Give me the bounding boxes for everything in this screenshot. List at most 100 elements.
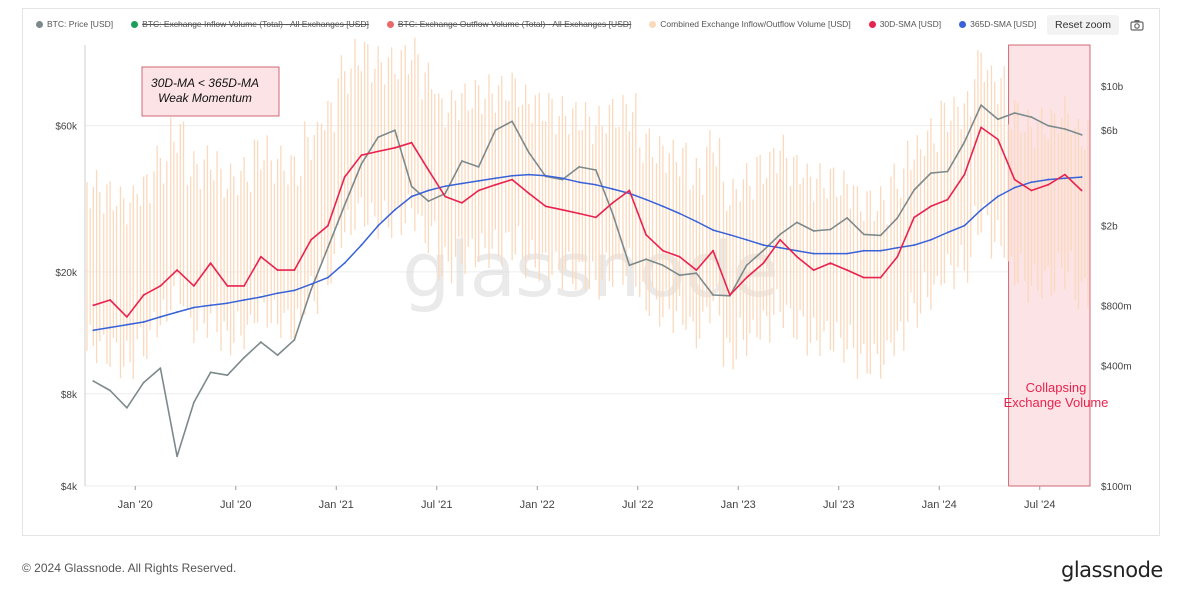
price-point	[209, 371, 212, 374]
price-point	[460, 160, 463, 162]
sma365-point	[1047, 178, 1050, 181]
sma30-point	[427, 169, 430, 171]
sma30-point	[310, 238, 313, 241]
sma30-point	[628, 189, 631, 192]
legend-label-price: BTC: Price [USD]	[47, 19, 114, 29]
sma30-point	[125, 316, 128, 318]
price-point	[511, 120, 514, 123]
price-point	[377, 136, 380, 139]
price-point	[293, 338, 296, 341]
sma365-point	[561, 177, 564, 180]
sma365-point	[913, 244, 916, 246]
btc-price-series	[92, 104, 1083, 458]
sma30-point	[209, 262, 212, 265]
legend-label-inflow: BTC: Exchange Inflow Volume (Total) - Al…	[142, 19, 369, 29]
sma30-point	[846, 269, 849, 271]
sma30-point	[812, 269, 815, 271]
camera-icon[interactable]	[1130, 19, 1144, 31]
sma30-point	[561, 208, 564, 211]
footer-copyright: © 2024 Glassnode. All Rights Reserved.	[22, 561, 237, 575]
legend-item-combined[interactable]: Combined Exchange Inflow/Outflow Volume …	[649, 19, 851, 29]
legend-dot-outflow	[386, 20, 394, 28]
y-right-tick-label: $400m	[1101, 362, 1132, 373]
sma365-point	[511, 174, 514, 177]
sma365-point	[142, 321, 145, 323]
momentum-annotation-line2: Weak Momentum	[158, 91, 252, 105]
sma30-point	[544, 205, 547, 208]
sma30-point	[1013, 178, 1016, 181]
momentum-annotation-line1: 30D-MA < 365D-MA	[151, 76, 259, 90]
price-point	[762, 249, 765, 252]
price-point	[310, 288, 313, 291]
price-point	[159, 367, 162, 370]
sma365-point	[460, 182, 463, 185]
sma365-point	[410, 195, 413, 198]
reset-zoom-button[interactable]: Reset zoom	[1047, 15, 1119, 35]
price-point	[862, 233, 865, 236]
sma365-point	[745, 238, 748, 241]
sma30-point	[661, 249, 664, 252]
sma365-point	[109, 326, 112, 329]
legend-item-sma365[interactable]: 365D-SMA [USD]	[959, 19, 1036, 29]
price-line	[93, 104, 1082, 458]
sma365-point	[678, 212, 681, 215]
price-point	[1013, 112, 1016, 114]
sma30-point	[192, 285, 195, 287]
price-point	[226, 374, 229, 377]
sma30-point	[611, 201, 614, 204]
sma365-point	[544, 174, 547, 177]
price-point	[477, 166, 480, 168]
sma30-point	[929, 205, 932, 208]
sma30-point	[293, 269, 296, 271]
sma365-point	[762, 244, 765, 246]
sma30-point	[645, 233, 648, 236]
sma30-point	[578, 212, 581, 215]
legend-label-sma365: 365D-SMA [USD]	[970, 19, 1037, 29]
price-point	[243, 356, 246, 359]
price-point	[879, 234, 882, 237]
sma30-point	[695, 269, 698, 271]
price-point	[628, 264, 631, 267]
price-point	[678, 274, 681, 277]
price-point	[829, 228, 832, 231]
sma30-point	[326, 224, 329, 227]
sma30-point	[712, 249, 715, 252]
sma365-point	[494, 177, 497, 180]
x-tick-label: Jan '23	[721, 499, 756, 511]
price-point	[946, 170, 949, 173]
price-point	[360, 163, 363, 165]
price-point	[745, 264, 748, 267]
legend-item-sma30[interactable]: 30D-SMA [USD]	[868, 19, 941, 29]
sma30-point	[494, 183, 497, 186]
sma30-point	[259, 255, 262, 258]
sma365-point	[879, 249, 882, 252]
price-point	[494, 129, 497, 132]
legend-item-inflow[interactable]: BTC: Exchange Inflow Volume (Total) - Al…	[131, 19, 369, 29]
price-point	[1047, 124, 1050, 127]
sma365-point	[712, 229, 715, 232]
legend-label-combined: Combined Exchange Inflow/Outflow Volume …	[660, 19, 851, 29]
sma365-point	[243, 299, 246, 301]
sma365-line	[93, 173, 1082, 332]
sma30-point	[243, 285, 246, 287]
sma365-point	[310, 283, 313, 286]
x-tick-label: Jan '24	[922, 499, 957, 511]
y-left-tick-label: $4k	[61, 482, 78, 493]
sma365-point	[427, 189, 430, 192]
price-point	[695, 272, 698, 275]
sma30-point	[996, 138, 999, 141]
legend-item-price[interactable]: BTC: Price [USD]	[36, 19, 113, 29]
sma30-point	[896, 255, 899, 258]
sma30-point	[393, 146, 396, 149]
sma30-point	[879, 276, 882, 279]
sma30-point	[377, 150, 380, 153]
legend-item-outflow[interactable]: BTC: Exchange Outflow Volume (Total) - A…	[386, 19, 631, 29]
price-point	[142, 381, 145, 384]
sma365-point	[963, 224, 966, 227]
price-point	[611, 212, 614, 215]
sma365-series	[92, 173, 1083, 332]
sma365-point	[1030, 181, 1033, 184]
price-point	[326, 246, 329, 249]
legend-dot-price	[36, 20, 43, 28]
sma365-point	[192, 306, 195, 309]
